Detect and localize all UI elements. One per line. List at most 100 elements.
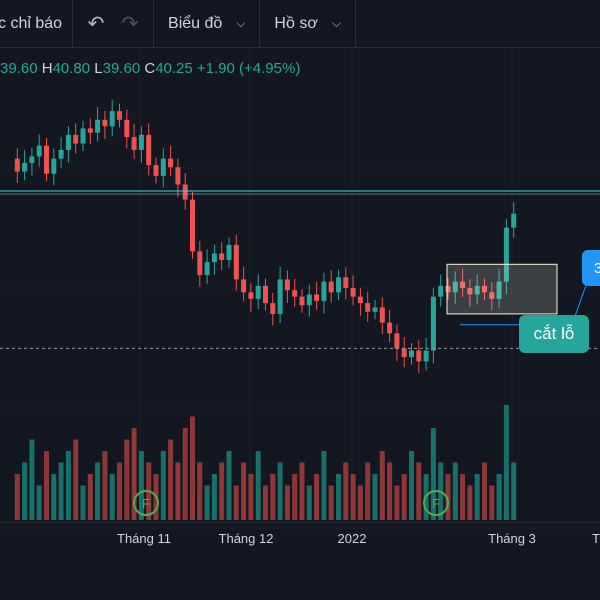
candle-body (314, 294, 320, 301)
candle-body (270, 303, 276, 314)
undo-icon: ↶ (87, 13, 105, 35)
volume-bar (489, 485, 495, 520)
candle-body (474, 285, 480, 295)
chevron-down-icon: ⌵ (331, 16, 341, 30)
candle-body (211, 253, 217, 263)
volume-bar (233, 485, 239, 520)
volume-bar (292, 474, 298, 520)
volume-bar (87, 474, 93, 520)
volume-bar (182, 428, 188, 520)
candle-body (95, 119, 101, 133)
candle-body (175, 167, 181, 185)
volume-bar (270, 474, 276, 520)
range-rectangle (446, 263, 558, 315)
volume-bar (430, 428, 436, 520)
indicators-button[interactable]: c chỉ báo (0, 0, 72, 48)
candle-body (321, 281, 327, 301)
volume-bar (401, 474, 407, 520)
volume-bar (511, 462, 517, 520)
redo-button[interactable]: ↷ (113, 0, 147, 48)
candle-body (430, 296, 436, 351)
top-toolbar: c chỉ báo ↶ ↷ Biểu đồ ⌵ Hồ sơ ⌵ (0, 0, 600, 48)
change-value: +1.90 (+4.95%) (196, 60, 301, 77)
candle-body (511, 213, 517, 228)
volume-bar (284, 485, 290, 520)
chart-menu-label: Biểu đồ (168, 14, 223, 32)
candle-body (58, 149, 64, 159)
candle-body (109, 111, 115, 127)
chart-grid (0, 48, 600, 529)
volume-bar (503, 405, 509, 520)
candle-body (197, 251, 203, 276)
candle-body (365, 303, 371, 312)
volume-bar (336, 474, 341, 520)
candle-body (460, 281, 466, 289)
volume-bar (241, 462, 247, 520)
volume-bar (204, 485, 210, 520)
volume-bar (394, 485, 400, 520)
low-label: L (94, 60, 103, 77)
candle-body (343, 277, 349, 289)
candle-body (44, 145, 49, 174)
candle-body (503, 227, 509, 282)
volume-bar (445, 474, 451, 520)
volume-bar (452, 462, 458, 520)
volume-bar (51, 474, 57, 520)
blue-price-callout[interactable]: 3 (582, 250, 600, 286)
high-value: 40.80 (52, 60, 91, 77)
toolbar-divider (72, 0, 74, 48)
candle-body (350, 288, 356, 297)
candle-body (496, 281, 502, 299)
candle-body (423, 350, 429, 362)
close-value: 40.25 (155, 60, 193, 77)
chart-menu-button[interactable]: Biểu đồ ⌵ (154, 0, 259, 48)
candle-body (248, 292, 254, 299)
event-marker: F (133, 490, 159, 516)
volume-bar (211, 474, 217, 520)
x-tick-label: T (592, 531, 600, 546)
volume-bar (482, 462, 487, 520)
undo-button[interactable]: ↶ (79, 0, 113, 48)
volume-bar (409, 451, 414, 520)
candle-body (409, 350, 414, 358)
volume-bar (299, 462, 305, 520)
candle-body (80, 128, 86, 144)
volume-bar (58, 462, 64, 520)
candle-body (306, 294, 312, 306)
candlestick-series (14, 99, 517, 373)
volume-bar (496, 474, 502, 520)
volume-bar (387, 462, 393, 520)
candle-body (394, 333, 400, 349)
volume-bar (306, 485, 312, 520)
volume-bar (343, 462, 349, 520)
candle-body (160, 158, 166, 176)
candle-body (117, 111, 122, 120)
stop-loss-label: cắt lỗ (533, 324, 575, 343)
candle-body (379, 307, 385, 323)
x-tick-label: Tháng 3 (488, 531, 536, 546)
candle-body (233, 244, 239, 280)
candle-body (467, 288, 473, 295)
x-tick-label: Tháng 12 (219, 531, 274, 546)
volume-bar (29, 439, 35, 520)
candle-body (219, 253, 225, 260)
volume-bar (357, 485, 363, 520)
candle-body (36, 145, 42, 157)
candle-body (51, 158, 57, 174)
candle-body (438, 285, 444, 297)
volume-bar (102, 451, 108, 520)
profile-menu-button[interactable]: Hồ sơ ⌵ (260, 0, 355, 48)
candle-body (73, 134, 79, 144)
candle-body (489, 292, 495, 299)
volume-bar (14, 474, 20, 520)
toolbar-divider (153, 0, 155, 48)
candle-body (29, 156, 35, 163)
toolbar-divider (259, 0, 261, 48)
volume-bar (219, 462, 225, 520)
stop-loss-callout[interactable]: cắt lỗ (519, 315, 589, 353)
volume-bar (168, 439, 174, 520)
candle-body (284, 279, 290, 291)
candle-body (226, 244, 232, 260)
